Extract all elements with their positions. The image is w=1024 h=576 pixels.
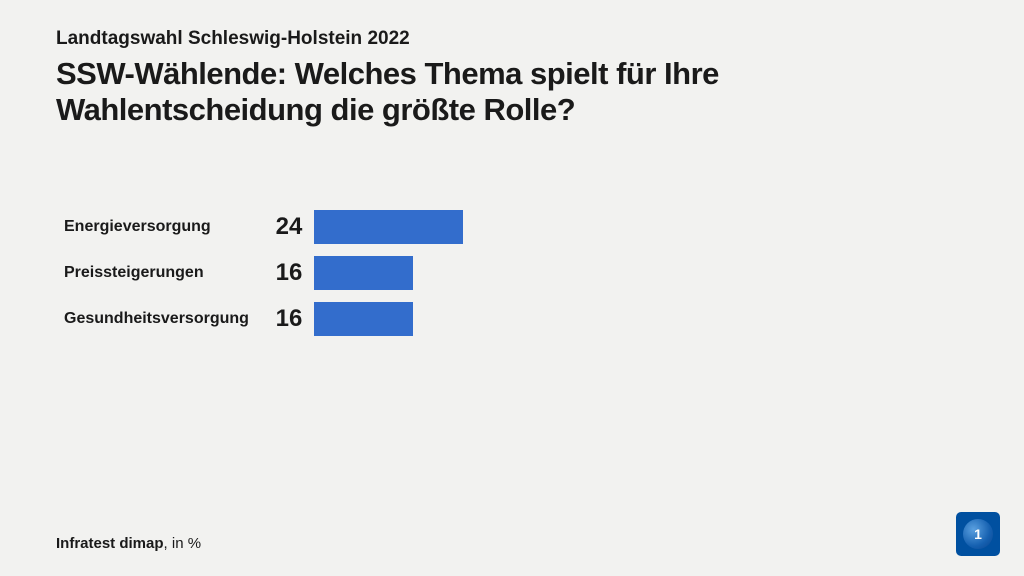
bar-label: Energieversorgung — [64, 218, 264, 236]
title-line-1: SSW-Wählende: Welches Thema spielt für I… — [56, 56, 719, 91]
bar-label: Preissteigerungen — [64, 264, 264, 282]
bar-row: Energieversorgung 24 — [64, 207, 968, 247]
bar-chart: Energieversorgung 24 Preissteigerungen 1… — [64, 207, 968, 339]
bar-label: Gesundheitsversorgung — [64, 310, 264, 328]
bar-row: Gesundheitsversorgung 16 — [64, 299, 968, 339]
logo-globe-icon: 1 — [963, 519, 993, 549]
bar-row: Preissteigerungen 16 — [64, 253, 968, 293]
chart-source: Infratest dimap, in % — [56, 535, 201, 552]
bar — [314, 210, 463, 244]
logo-mark: 1 — [974, 526, 982, 542]
bar-value: 16 — [264, 305, 314, 333]
broadcaster-logo: 1 — [956, 512, 1000, 556]
bar — [314, 256, 413, 290]
chart-subtitle: Landtagswahl Schleswig-Holstein 2022 — [56, 28, 968, 50]
source-unit: , in % — [164, 535, 202, 552]
source-name: Infratest dimap — [56, 535, 164, 552]
bar-value: 16 — [264, 259, 314, 287]
bar-container — [314, 302, 968, 336]
bar-value: 24 — [264, 213, 314, 241]
chart-title: SSW-Wählende: Welches Thema spielt für I… — [56, 56, 968, 127]
bar — [314, 302, 413, 336]
bar-container — [314, 210, 968, 244]
title-line-2: Wahlentscheidung die größte Rolle? — [56, 92, 575, 127]
bar-container — [314, 256, 968, 290]
